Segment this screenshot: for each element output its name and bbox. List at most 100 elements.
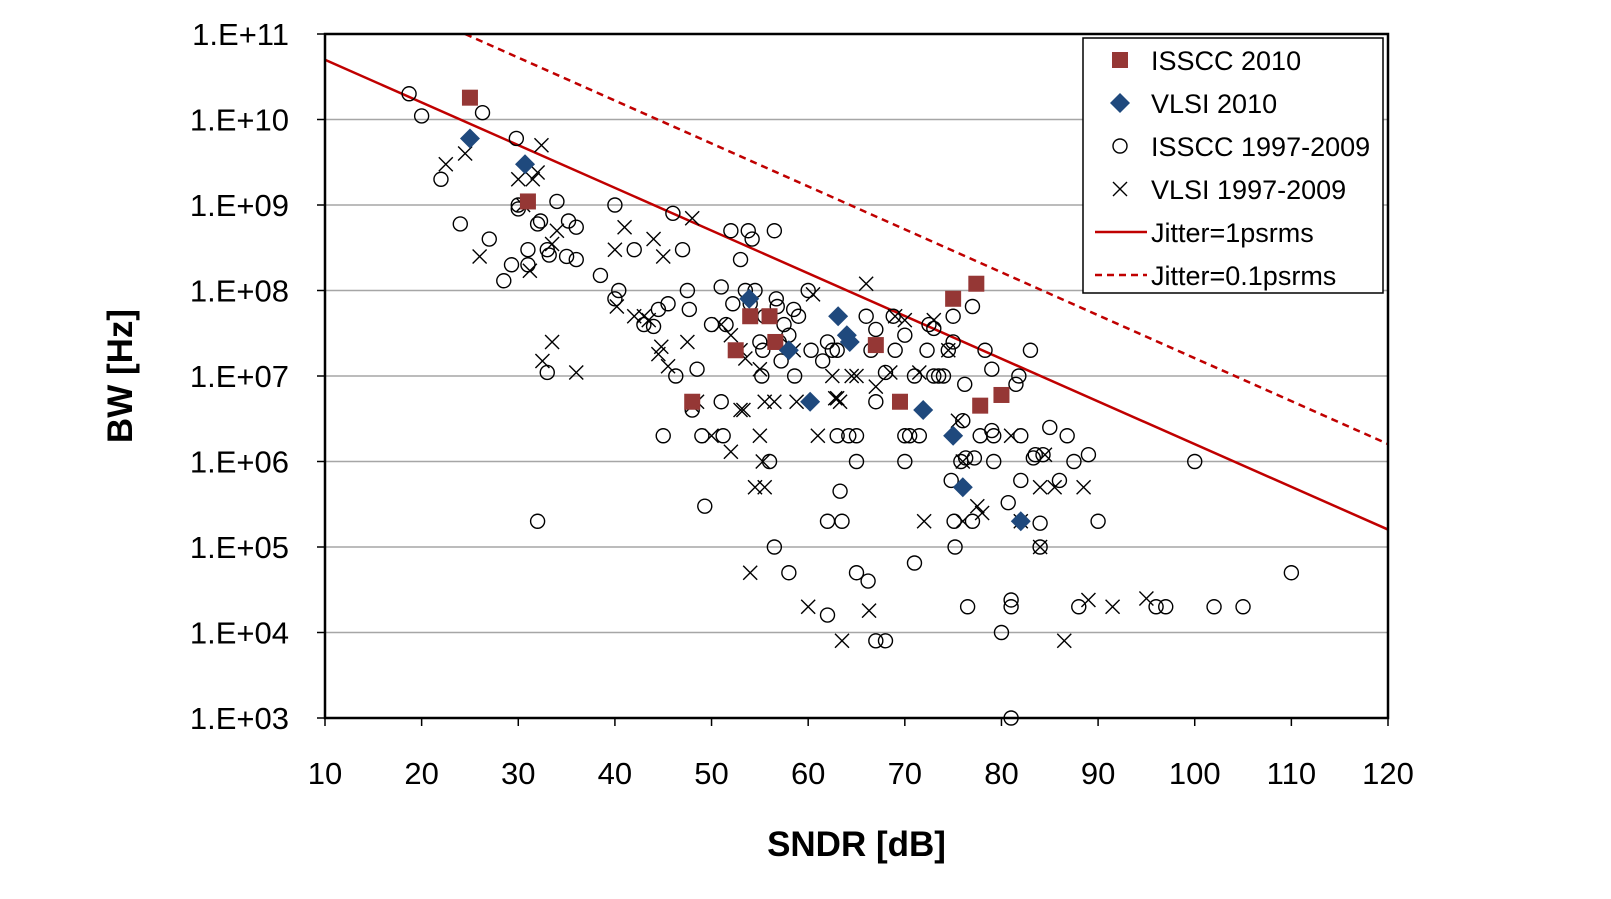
data-point bbox=[986, 453, 1002, 470]
data-point bbox=[544, 334, 560, 350]
legend-label: VLSI 2010 bbox=[1151, 89, 1277, 119]
data-point bbox=[558, 248, 575, 265]
y-tick-label: 1.E+07 bbox=[190, 359, 289, 394]
data-point bbox=[1090, 513, 1106, 529]
data-point bbox=[891, 393, 908, 410]
data-point bbox=[438, 156, 454, 172]
data-point bbox=[510, 171, 526, 187]
data-point bbox=[867, 337, 884, 354]
data-point bbox=[529, 216, 546, 232]
data-point bbox=[549, 193, 565, 210]
y-tick-label: 1.E+08 bbox=[190, 274, 289, 309]
data-point bbox=[660, 296, 676, 312]
data-point bbox=[650, 301, 667, 318]
data-point bbox=[757, 479, 773, 495]
data-point bbox=[773, 353, 789, 369]
data-point bbox=[834, 633, 850, 649]
data-point bbox=[1003, 428, 1019, 444]
data-point bbox=[919, 342, 935, 358]
data-point bbox=[800, 391, 821, 412]
data-point bbox=[713, 394, 729, 410]
data-point bbox=[805, 286, 821, 302]
legend-square-icon bbox=[1112, 52, 1128, 68]
x-tick-label: 10 bbox=[308, 756, 342, 791]
data-point bbox=[1138, 590, 1154, 606]
data-point bbox=[957, 376, 973, 392]
data-point bbox=[457, 146, 473, 162]
legend-label: Jitter=0.1psrms bbox=[1151, 261, 1336, 291]
data-point bbox=[607, 197, 623, 213]
data-point bbox=[689, 361, 705, 377]
legend-label: VLSI 1997-2009 bbox=[1151, 175, 1346, 205]
data-point bbox=[921, 316, 937, 333]
data-point bbox=[834, 513, 850, 529]
data-point bbox=[617, 219, 633, 235]
data-point bbox=[539, 364, 555, 381]
data-point bbox=[694, 428, 710, 444]
x-axis-title: SNDR [dB] bbox=[767, 825, 946, 864]
data-point bbox=[778, 340, 799, 361]
data-point bbox=[723, 223, 739, 239]
data-point bbox=[1148, 599, 1164, 615]
data-point bbox=[660, 358, 676, 374]
data-point bbox=[844, 368, 860, 384]
data-point bbox=[906, 555, 923, 571]
data-point bbox=[868, 394, 884, 410]
data-point bbox=[735, 402, 751, 418]
data-point bbox=[529, 513, 546, 529]
data-point bbox=[755, 454, 771, 469]
data-point bbox=[828, 306, 849, 327]
data-point bbox=[544, 236, 560, 252]
data-point bbox=[947, 539, 963, 555]
data-point bbox=[901, 428, 918, 444]
data-point bbox=[459, 128, 480, 149]
data-point bbox=[560, 213, 577, 229]
data-point bbox=[768, 291, 784, 307]
jitter-lines bbox=[325, 34, 1388, 531]
data-point bbox=[733, 402, 749, 418]
data-point bbox=[945, 334, 961, 350]
data-point bbox=[1003, 599, 1019, 615]
data-point bbox=[877, 364, 894, 381]
data-point bbox=[515, 154, 536, 175]
data-point bbox=[520, 242, 536, 258]
data-point bbox=[609, 299, 625, 314]
data-point bbox=[1013, 472, 1029, 489]
data-point bbox=[950, 413, 966, 429]
data-point bbox=[742, 565, 758, 581]
data-point bbox=[946, 513, 962, 529]
data-point bbox=[474, 105, 491, 121]
x-tick-label: 90 bbox=[1081, 756, 1115, 791]
data-point bbox=[755, 342, 771, 358]
data-point bbox=[740, 223, 756, 239]
data-point bbox=[568, 251, 584, 268]
data-point bbox=[1283, 565, 1300, 581]
data-point bbox=[752, 334, 768, 350]
data-point bbox=[592, 267, 609, 284]
data-point bbox=[858, 308, 874, 324]
data-point bbox=[832, 394, 848, 410]
data-point bbox=[1187, 453, 1203, 470]
data-point bbox=[761, 308, 778, 325]
data-point bbox=[607, 291, 623, 307]
data-point bbox=[861, 603, 877, 619]
data-point bbox=[1071, 599, 1087, 615]
data-point bbox=[641, 312, 657, 328]
data-point bbox=[713, 279, 729, 295]
y-tick-label: 1.E+05 bbox=[190, 530, 289, 565]
data-point bbox=[911, 428, 928, 444]
data-point bbox=[786, 368, 803, 384]
data-point bbox=[781, 565, 797, 581]
data-point bbox=[829, 342, 845, 358]
data-point bbox=[1032, 539, 1048, 555]
data-point bbox=[626, 242, 642, 258]
data-point bbox=[819, 334, 836, 350]
data-point bbox=[679, 334, 695, 350]
data-point bbox=[887, 308, 903, 324]
data-point bbox=[945, 308, 961, 324]
legend-item-isscc-2010: ISSCC 2010 bbox=[1112, 46, 1301, 76]
data-point bbox=[984, 361, 1000, 377]
x-tick-label: 80 bbox=[984, 756, 1018, 791]
data-point bbox=[732, 251, 749, 268]
data-point bbox=[1056, 633, 1072, 649]
